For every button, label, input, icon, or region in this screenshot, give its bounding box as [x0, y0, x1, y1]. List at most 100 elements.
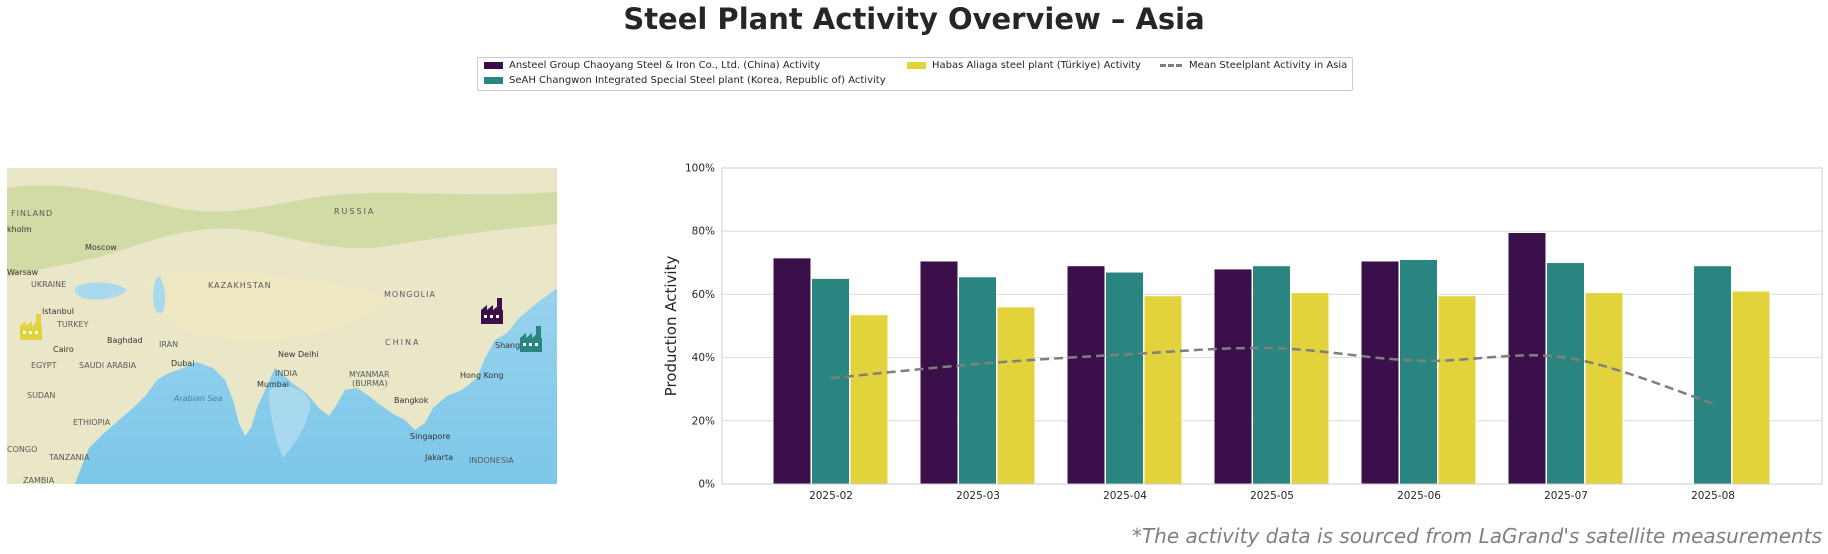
- legend-dash-mean: [1160, 64, 1182, 67]
- legend-swatch-habas: [907, 62, 926, 69]
- chart-bars: [773, 232, 1770, 485]
- map-label: Arabian Sea: [173, 394, 222, 403]
- map-label: Mumbai: [257, 380, 289, 389]
- bar: [1732, 290, 1770, 485]
- bar: [1693, 265, 1732, 485]
- y-tick-label: 20%: [692, 415, 715, 427]
- map-label: TURKEY: [56, 320, 89, 329]
- map-label: Jakarta: [424, 453, 453, 462]
- x-tick-label: 2025-05: [1250, 490, 1294, 502]
- chart-mean-line: [830, 346, 1714, 405]
- bar: [1067, 265, 1105, 485]
- bar: [1508, 232, 1546, 485]
- x-tick-label: 2025-04: [1103, 490, 1147, 502]
- bar: [811, 278, 850, 485]
- bar: [1291, 292, 1329, 485]
- map-label: Istanbul: [42, 307, 74, 316]
- map-label: Bangkok: [394, 396, 429, 405]
- legend-label-habas: Habas Aliaga steel plant (Türkiye) Activ…: [932, 60, 1141, 71]
- mean-activity-line: [830, 346, 1714, 405]
- chart-frame: [721, 167, 1823, 485]
- map-label: MYANMAR: [349, 370, 390, 379]
- map-label: FINLAND: [11, 209, 53, 218]
- map-label: SUDAN: [27, 391, 55, 400]
- map-label: IRAN: [159, 340, 178, 349]
- map-label: KAZAKHSTAN: [208, 281, 272, 290]
- page-title: Steel Plant Activity Overview – Asia: [623, 2, 1205, 36]
- y-tick-label: 60%: [692, 289, 715, 301]
- y-axis-label: Production Activity: [662, 256, 680, 397]
- bar: [997, 306, 1035, 485]
- map-label: Moscow: [85, 243, 117, 252]
- bar: [1144, 295, 1182, 485]
- chart-legend: Ansteel Group Chaoyang Steel & Iron Co.,…: [477, 57, 1353, 91]
- map-label: SAUDI ARABIA: [79, 361, 137, 370]
- x-tick-label: 2025-06: [1397, 490, 1441, 502]
- map-label: CONGO: [7, 445, 37, 454]
- map-green-regions: [7, 185, 557, 278]
- bar: [1214, 268, 1252, 485]
- y-tick-label: 80%: [692, 226, 715, 238]
- chart-x-ticks: 2025-02 2025-03 2025-04 2025-05 2025-06 2025-…: [809, 490, 1735, 502]
- map-label: ZAMBIA: [23, 476, 55, 484]
- map-label: RUSSIA: [334, 207, 375, 216]
- factory-icon: [481, 298, 503, 324]
- factory-icon: [20, 314, 42, 340]
- legend-swatch-seah: [484, 77, 503, 84]
- map-label: INDONESIA: [469, 456, 514, 465]
- y-tick-label: 0%: [698, 479, 715, 491]
- bar: [773, 257, 811, 485]
- bar: [1546, 262, 1585, 485]
- legend-item-seah: SeAH Changwon Integrated Special Steel p…: [484, 75, 886, 86]
- bar: [1252, 265, 1291, 485]
- bar: [1105, 272, 1144, 485]
- asia-map: FINLAND RUSSIA kholm Moscow Warsaw UKRAI…: [7, 168, 557, 484]
- chart-y-ticks: 0% 20% 40% 60% 80% 100%: [685, 163, 715, 491]
- map-label: EGYPT: [31, 361, 57, 370]
- map-desert-regions: [147, 271, 387, 342]
- legend-label-seah: SeAH Changwon Integrated Special Steel p…: [509, 75, 886, 86]
- bar: [850, 314, 888, 485]
- map-label: TANZANIA: [48, 453, 90, 462]
- activity-chart: 0% 20% 40% 60% 80% 100% 2025-02 2025-03 2025-04…: [662, 163, 1823, 502]
- legend-swatch-ansteel: [484, 62, 503, 69]
- map-label: (BURMA): [352, 379, 388, 388]
- bar: [1438, 295, 1476, 485]
- legend-label-ansteel: Ansteel Group Chaoyang Steel & Iron Co.,…: [509, 60, 821, 71]
- legend-item-habas: Habas Aliaga steel plant (Türkiye) Activ…: [907, 60, 1141, 71]
- map-label: UKRAINE: [31, 280, 66, 289]
- map-canvas: FINLAND RUSSIA kholm Moscow Warsaw UKRAI…: [7, 168, 557, 484]
- data-source-footnote: *The activity data is sourced from LaGra…: [1131, 524, 1822, 548]
- x-tick-label: 2025-07: [1544, 490, 1588, 502]
- map-label: Singapore: [410, 432, 450, 441]
- map-label: Cairo: [53, 345, 74, 354]
- legend-item-ansteel: Ansteel Group Chaoyang Steel & Iron Co.,…: [484, 60, 820, 71]
- map-label: MONGOLIA: [384, 290, 436, 299]
- bar: [1361, 260, 1399, 485]
- map-label: Baghdad: [107, 336, 143, 345]
- map-bay-of-bengal: [269, 386, 311, 458]
- bar: [958, 276, 997, 485]
- bar: [1585, 292, 1623, 485]
- bar: [920, 260, 958, 485]
- legend-label-mean: Mean Steelplant Activity in Asia: [1189, 60, 1348, 71]
- bar: [1399, 259, 1438, 485]
- y-tick-label: 100%: [685, 163, 715, 175]
- map-caspian-sea: [153, 276, 166, 314]
- map-label: CHINA: [385, 338, 420, 347]
- map-label: Warsaw: [7, 268, 39, 277]
- map-label: Hong Kong: [460, 371, 504, 380]
- x-tick-label: 2025-02: [809, 490, 853, 502]
- y-tick-label: 40%: [692, 352, 715, 364]
- map-label: Dubai: [171, 359, 194, 368]
- x-tick-label: 2025-03: [956, 490, 1000, 502]
- map-label: INDIA: [275, 369, 298, 378]
- map-label: ETHIOPIA: [73, 418, 111, 427]
- map-label: Shang: [495, 341, 520, 350]
- map-label: kholm: [7, 225, 32, 234]
- legend-item-mean: Mean Steelplant Activity in Asia: [1160, 60, 1347, 71]
- map-place-labels: FINLAND RUSSIA kholm Moscow Warsaw UKRAI…: [7, 207, 520, 484]
- factory-icon: [520, 326, 542, 352]
- map-black-sea: [75, 282, 127, 300]
- map-label: New Delhi: [278, 350, 319, 359]
